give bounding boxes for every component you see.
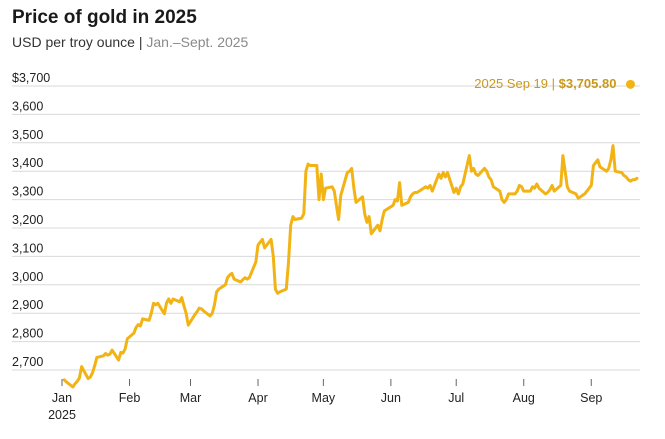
annotation-value: $3,705.80 xyxy=(559,76,617,91)
y-tick-label: 3,400 xyxy=(12,156,43,170)
y-tick-label: 3,200 xyxy=(12,213,43,227)
y-tick-label: 3,100 xyxy=(12,241,43,255)
x-tick-label: Jun xyxy=(381,391,401,405)
x-tick-label: May xyxy=(312,391,336,405)
x-axis-ticks: Jan 2025 Feb Mar Apr May Jun Jul Aug Sep xyxy=(48,379,602,422)
y-tick-label: 2,700 xyxy=(12,355,43,369)
subtitle-units: USD per troy ounce xyxy=(12,34,135,50)
y-tick-label: $3,700 xyxy=(12,71,50,85)
series-layer xyxy=(62,144,639,389)
subtitle-separator: | xyxy=(138,34,143,50)
annotation-marker xyxy=(625,79,635,89)
y-tick-label: 2,800 xyxy=(12,327,43,341)
x-tick-sublabel: 2025 xyxy=(48,408,76,422)
chart-title: Price of gold in 2025 xyxy=(12,7,197,28)
y-tick-label: 3,500 xyxy=(12,128,43,142)
x-tick-label: Aug xyxy=(513,391,535,405)
gold-price-line xyxy=(62,144,639,389)
x-tick-label: Sep xyxy=(580,391,602,405)
x-tick-label: Mar xyxy=(180,391,202,405)
annotation-label: 2025 Sep 19 | $3,705.80 xyxy=(474,76,616,91)
y-tick-label: 3,300 xyxy=(12,185,43,199)
x-tick-label: Jan xyxy=(52,391,72,405)
y-tick-label: 2,900 xyxy=(12,298,43,312)
x-tick-label: Feb xyxy=(119,391,141,405)
subtitle-range: Jan.–Sept. 2025 xyxy=(146,34,249,50)
x-tick-label: Jul xyxy=(448,391,464,405)
annotation-date: 2025 Sep 19 | xyxy=(474,76,558,91)
gridlines xyxy=(12,85,640,371)
y-tick-label: 3,600 xyxy=(12,99,43,113)
annotation: 2025 Sep 19 | $3,705.80 xyxy=(474,76,635,91)
y-tick-label: 3,000 xyxy=(12,270,43,284)
chart-subtitle: USD per troy ounce | Jan.–Sept. 2025 xyxy=(12,34,248,50)
y-axis-ticks: 2,700 2,800 2,900 3,000 3,100 3,200 3,300 3,400… xyxy=(12,71,50,369)
x-tick-label: Apr xyxy=(248,391,267,405)
